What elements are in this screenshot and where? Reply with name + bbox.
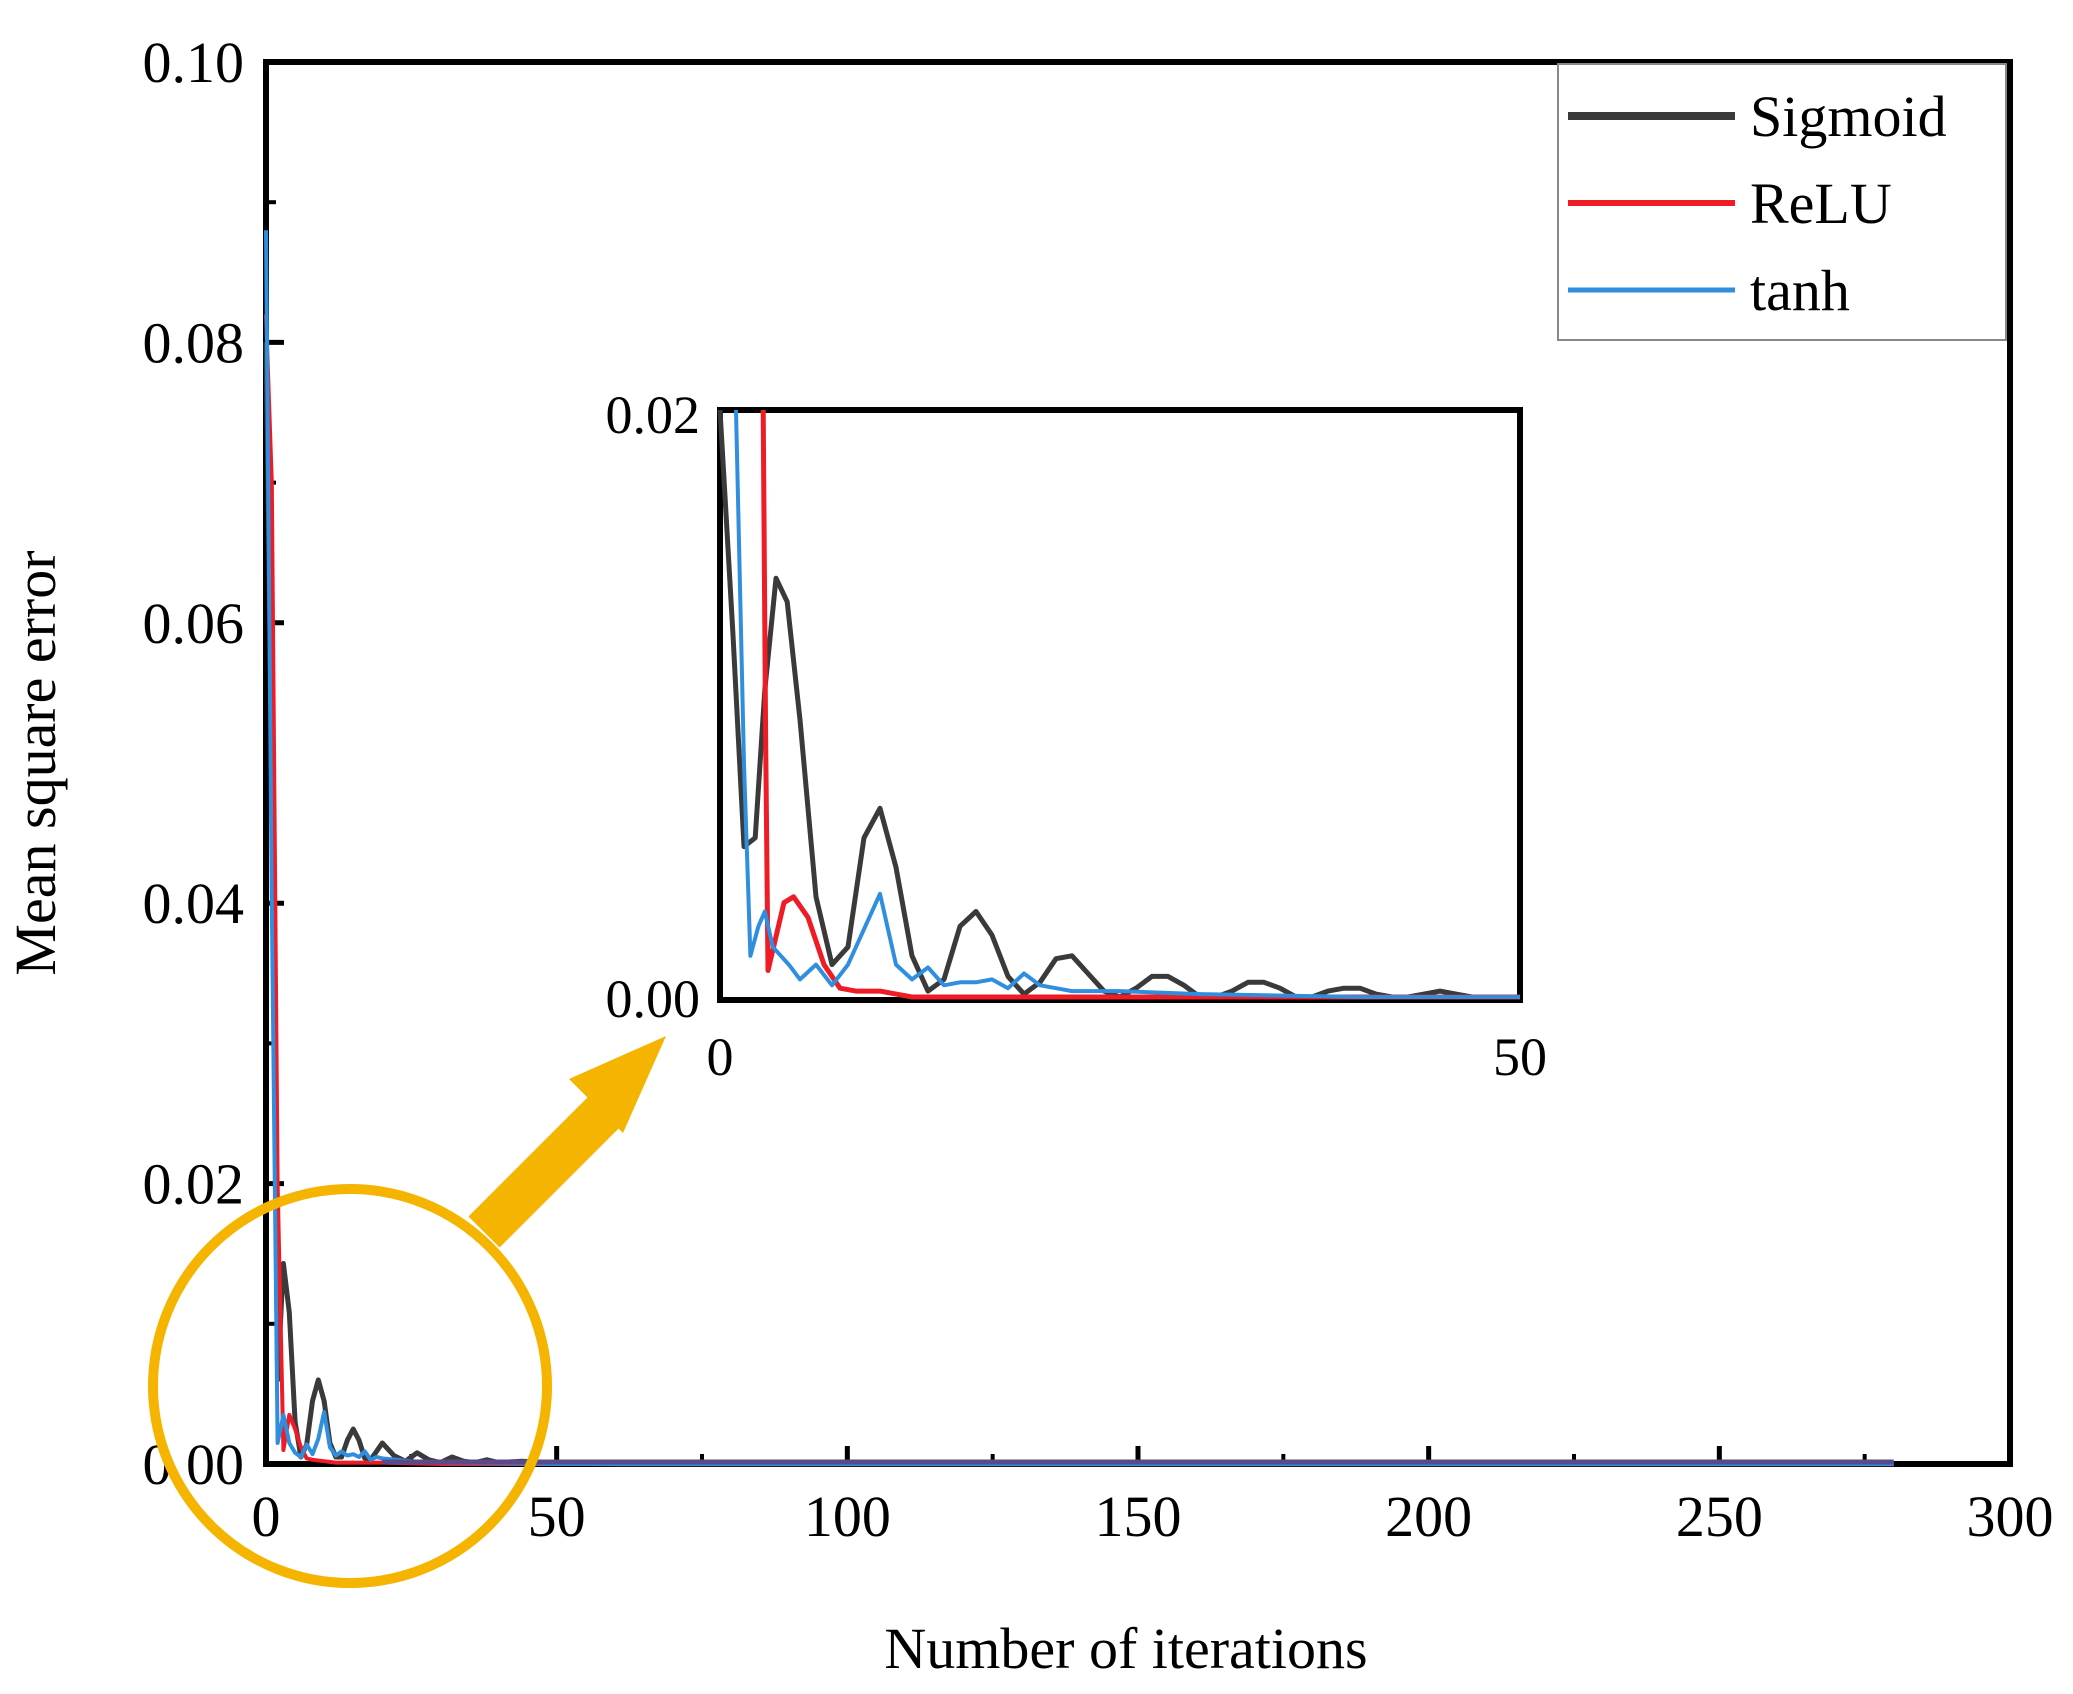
x-tick-label: 250 (1676, 1484, 1763, 1549)
main-series-lines (263, 230, 1894, 1467)
x-tick-label: 0 (252, 1484, 281, 1549)
zoom-arrow-head (569, 1036, 666, 1133)
x-axis-title: Number of iterations (884, 1616, 1367, 1681)
inset-x-tick-label-min: 0 (707, 1027, 734, 1087)
zoom-arrow-shaft (468, 1088, 628, 1248)
inset-line-relu (760, 409, 1520, 1000)
x-tick-label: 150 (1095, 1484, 1182, 1549)
y-tick-label: 0.06 (143, 591, 245, 656)
legend-label-relu: ReLU (1750, 171, 1892, 236)
x-tick-label: 100 (804, 1484, 891, 1549)
main-y-tick-labels: 0.000.020.040.060.080.10 (143, 30, 245, 1497)
main-plot: 0.00 0.02 0.04 0.06 0.08 0.10 0 50 100 150 200 250… (3, 30, 2054, 1681)
y-tick-label: 0.04 (143, 871, 245, 936)
main-x-tick-labels: 0 50 100 150 200 250 300 (252, 1484, 2054, 1549)
inset-plot: 0.02 0.00 0 50 (606, 385, 1548, 1087)
inset-plot-frame (717, 407, 1523, 1003)
legend: Sigmoid ReLU tanh (1557, 63, 2007, 341)
y-tick-label: 0.02 (143, 1152, 245, 1217)
inset-x-tick-label-max: 50 (1493, 1027, 1547, 1087)
inset-line-tanh (734, 409, 1520, 999)
zoom-highlight (148, 1036, 666, 1588)
y-tick-label: 0.08 (143, 310, 245, 375)
x-tick-label: 200 (1385, 1484, 1472, 1549)
inset-y-tick-label-min: 0.00 (606, 969, 701, 1029)
inset-y-tick-label-max: 0.02 (606, 385, 701, 445)
zoom-circle (148, 1184, 552, 1588)
legend-label-sigmoid: Sigmoid (1750, 84, 1947, 149)
y-axis-title: Mean square error (3, 550, 68, 975)
x-tick-label: 300 (1967, 1484, 2054, 1549)
y-tick-label: 0.10 (143, 30, 245, 95)
x-tick-label: 50 (528, 1484, 586, 1549)
legend-label-tanh: tanh (1750, 258, 1850, 323)
inset-series-lines (717, 409, 1520, 1000)
